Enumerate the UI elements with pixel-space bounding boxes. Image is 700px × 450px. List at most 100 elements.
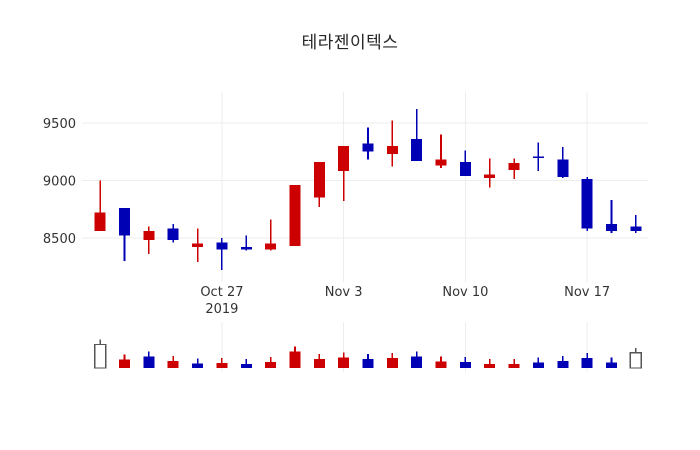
volume-body xyxy=(581,358,593,368)
candlestick xyxy=(459,150,471,176)
candle-body xyxy=(484,174,496,179)
volume-body xyxy=(484,363,496,368)
candle-body xyxy=(119,207,131,236)
candlestick xyxy=(167,224,179,243)
volume-series xyxy=(94,339,642,369)
candlestick xyxy=(289,184,301,246)
volume-bar xyxy=(240,358,252,368)
volume-body xyxy=(411,356,423,368)
candlestick xyxy=(435,134,447,168)
volume-bar xyxy=(605,357,617,368)
candle-body xyxy=(532,156,544,158)
volume-body xyxy=(532,362,544,368)
candle-body xyxy=(435,159,447,166)
candlestick xyxy=(362,127,374,160)
candlestick xyxy=(313,162,325,207)
volume-body xyxy=(362,358,374,368)
candle-body xyxy=(508,163,520,171)
candle-body xyxy=(94,212,106,231)
candlestick xyxy=(265,219,277,251)
candlestick-series xyxy=(94,109,642,270)
volume-bar xyxy=(435,356,447,368)
candle-body xyxy=(630,226,642,231)
candlestick xyxy=(143,226,155,254)
candlestick xyxy=(532,142,544,172)
volume-bar xyxy=(629,347,642,369)
candlestick xyxy=(508,158,520,180)
volume-body xyxy=(240,363,252,368)
x-axis-tick-label: Oct 27 xyxy=(200,285,243,300)
volume-bar xyxy=(143,351,155,368)
volume-bar xyxy=(119,354,131,368)
volume-bar xyxy=(362,353,374,368)
candle-body xyxy=(411,139,423,161)
x-axis-labels: Oct 27 2019 Nov 3 Nov 10 Nov 17 xyxy=(200,285,610,317)
candlestick xyxy=(484,158,496,188)
volume-body xyxy=(435,361,447,368)
candlestick xyxy=(192,228,204,262)
volume-body xyxy=(313,358,325,368)
volume-bar xyxy=(338,352,350,368)
volume-body xyxy=(289,351,301,368)
x-axis-tick-label: Nov 10 xyxy=(442,285,488,300)
volume-bar xyxy=(532,357,544,368)
candle-body xyxy=(338,145,350,172)
candlestick xyxy=(338,145,350,202)
candle-body xyxy=(313,162,325,198)
volume-bar xyxy=(265,356,277,368)
candle-body xyxy=(143,230,155,241)
volume-body xyxy=(629,352,642,369)
volume-body xyxy=(167,361,179,368)
volume-body xyxy=(192,363,204,368)
candlestick xyxy=(630,214,642,234)
volume-bar xyxy=(167,356,179,368)
volume-bar xyxy=(508,359,520,368)
chart-title: 테라젠이텍스 xyxy=(301,33,399,53)
candle-body xyxy=(581,179,593,229)
volume-bar xyxy=(313,353,325,368)
y-axis-tick-label: 9000 xyxy=(43,174,76,189)
candle-body xyxy=(362,143,374,152)
volume-body xyxy=(143,356,155,368)
volume-bar xyxy=(411,351,423,368)
gridlines xyxy=(82,92,648,372)
candlestick xyxy=(557,147,569,179)
volume-body xyxy=(508,364,520,368)
candle-body xyxy=(386,145,398,154)
candle-body xyxy=(216,242,228,250)
volume-bar xyxy=(386,353,398,368)
volume-bar xyxy=(581,353,593,368)
candle-body xyxy=(192,243,204,247)
x-axis-tick-label: 2019 xyxy=(205,302,238,317)
candlestick xyxy=(386,120,398,167)
volume-body xyxy=(338,357,350,368)
volume-body xyxy=(386,358,398,368)
candle-body xyxy=(265,243,277,250)
x-axis-tick-label: Nov 3 xyxy=(325,285,363,300)
volume-body xyxy=(557,361,569,368)
candle-body xyxy=(289,184,301,246)
candlestick xyxy=(581,176,593,231)
candle-body xyxy=(167,228,179,241)
candlestick xyxy=(605,199,617,234)
volume-body xyxy=(605,362,617,368)
volume-bar xyxy=(484,358,496,368)
volume-body xyxy=(459,361,471,368)
volume-bar xyxy=(557,356,569,368)
volume-bar xyxy=(94,339,107,369)
volume-bar xyxy=(192,358,204,368)
candlestick xyxy=(411,109,423,161)
candle-body xyxy=(605,224,617,231)
volume-body xyxy=(94,343,107,369)
candle-body xyxy=(459,162,471,176)
y-axis-labels: 8500 9000 9500 xyxy=(43,117,76,247)
candle-body xyxy=(240,246,252,250)
candlestick xyxy=(94,180,106,231)
y-axis-tick-label: 9500 xyxy=(43,117,76,132)
volume-body xyxy=(265,361,277,368)
candlestick xyxy=(119,207,131,261)
volume-bar xyxy=(289,346,301,368)
candlestick xyxy=(216,237,228,270)
